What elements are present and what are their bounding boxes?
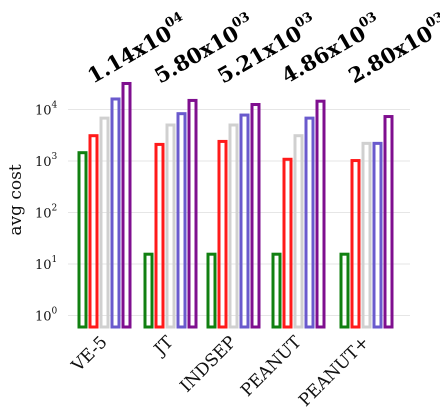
x-tick-label: PEANUT+ — [295, 332, 373, 410]
bar — [350, 159, 361, 329]
bar — [250, 103, 261, 329]
bar — [304, 116, 315, 329]
x-tick-label: INDSEP — [176, 332, 240, 396]
bars — [77, 81, 394, 329]
bar — [339, 252, 350, 329]
bar — [143, 252, 154, 329]
annotations: 1.14x10045.80x10035.21x10034.86x10032.80… — [82, 9, 440, 88]
y-tick-label: 104 — [35, 101, 58, 119]
bar — [282, 157, 293, 329]
y-tick-label: 102 — [35, 204, 57, 222]
bar — [110, 97, 121, 329]
bar — [361, 141, 372, 329]
bar — [372, 141, 383, 329]
y-tick-label: 100 — [35, 307, 58, 325]
bar — [271, 252, 282, 329]
bar — [154, 142, 165, 329]
x-tick-label: PEANUT — [237, 332, 306, 401]
y-tick-label: 103 — [35, 152, 58, 170]
bar — [217, 139, 228, 329]
bar — [228, 123, 239, 329]
bar — [239, 113, 250, 329]
bar — [88, 134, 99, 329]
bar — [77, 151, 88, 329]
bar — [293, 134, 304, 329]
bar — [315, 99, 326, 329]
y-axis-label: avg cost — [6, 164, 26, 236]
bar — [165, 123, 176, 329]
x-tick-label: JT — [149, 332, 178, 361]
bar — [99, 116, 110, 329]
bar — [383, 115, 394, 329]
y-tick-label: 101 — [35, 255, 57, 273]
x-tick-label: VE-5 — [67, 332, 111, 376]
bar — [206, 252, 217, 329]
bar — [187, 98, 198, 329]
y-axis-ticks: 100 101 102 103 104 — [35, 101, 58, 325]
bar — [121, 81, 132, 329]
bar — [176, 112, 187, 329]
